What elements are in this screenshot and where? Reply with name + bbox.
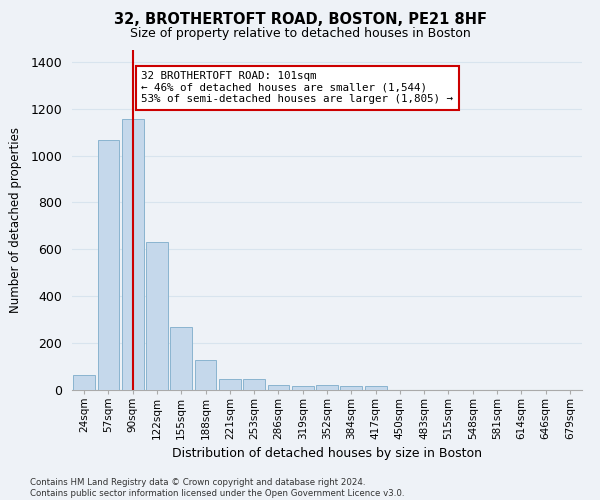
Text: 32, BROTHERTOFT ROAD, BOSTON, PE21 8HF: 32, BROTHERTOFT ROAD, BOSTON, PE21 8HF [113,12,487,28]
Bar [194,360,217,390]
Text: 32 BROTHERTOFT ROAD: 101sqm
← 46% of detached houses are smaller (1,544)
53% of : 32 BROTHERTOFT ROAD: 101sqm ← 46% of det… [141,71,453,104]
Bar [73,375,95,390]
Bar [146,242,168,390]
Text: Size of property relative to detached houses in Boston: Size of property relative to detached ho… [130,28,470,40]
Text: Contains HM Land Registry data © Crown copyright and database right 2024.
Contai: Contains HM Land Registry data © Crown c… [30,478,404,498]
Bar [316,386,338,390]
Bar [97,140,119,390]
Bar [268,386,289,390]
Bar [365,386,386,390]
Bar [219,378,241,390]
Bar [170,326,192,390]
Bar [292,386,314,390]
Y-axis label: Number of detached properties: Number of detached properties [9,127,22,313]
Bar [122,119,143,390]
Bar [340,386,362,390]
X-axis label: Distribution of detached houses by size in Boston: Distribution of detached houses by size … [172,448,482,460]
Bar [243,378,265,390]
